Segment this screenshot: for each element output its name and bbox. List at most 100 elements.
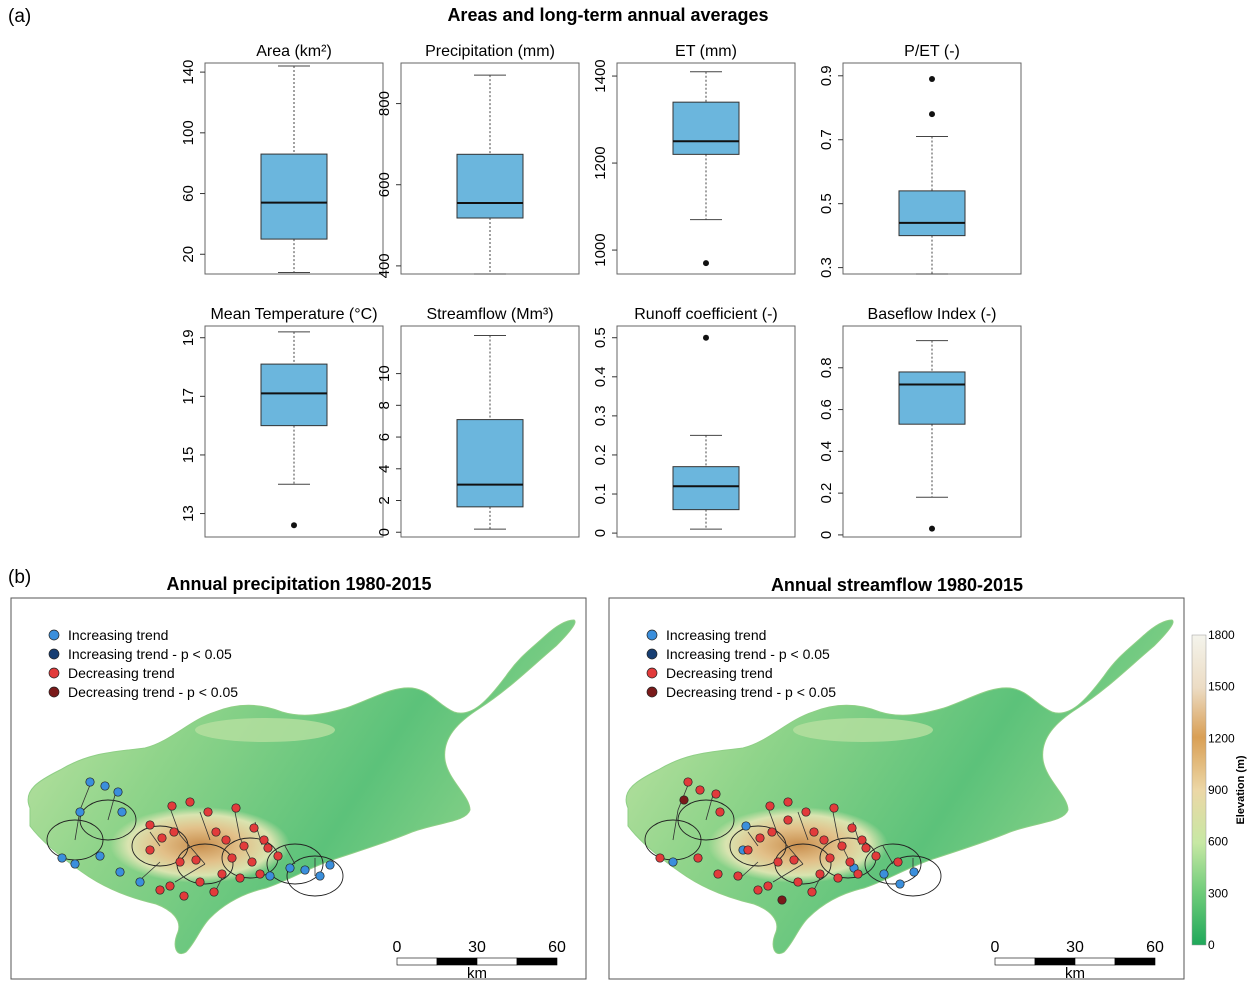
station-marker [191, 855, 201, 865]
map-content: Increasing trend Increasing trend - p < 0… [625, 619, 1174, 982]
station-marker [763, 881, 773, 891]
stream-line [747, 831, 759, 847]
station-marker [711, 789, 721, 799]
colorbar-tick-label: 0 [1208, 938, 1215, 952]
y-tick-label: 140 [180, 60, 197, 85]
stream-line [169, 807, 206, 865]
legend-label: Decreasing trend - p < 0.05 [666, 684, 836, 700]
stream-line [882, 845, 894, 865]
watershed-boundary [79, 799, 137, 841]
station-marker [70, 859, 80, 869]
station-marker [135, 877, 145, 887]
station-marker [895, 879, 905, 889]
legend-label: Increasing trend [68, 627, 168, 643]
station-marker [315, 871, 325, 881]
station-marker [247, 857, 257, 867]
watershed-boundary [864, 843, 922, 885]
station-marker [793, 877, 803, 887]
map-streamflow: Annual streamflow 1980-2015 Increasing t… [608, 575, 1185, 982]
y-tick-label: 0.6 [818, 399, 835, 420]
scale-tick-label: 30 [1066, 939, 1084, 956]
stream-line [772, 863, 804, 883]
scale-segment [516, 957, 558, 966]
y-tick-label: 0.4 [592, 366, 609, 387]
y-tick-label: 4 [376, 465, 393, 473]
scale-tick-label: 60 [1146, 939, 1164, 956]
colorbar-ramp [1191, 634, 1207, 946]
stream-line [234, 811, 251, 859]
map-precipitation: Annual precipitation 1980-2015 Increasin… [10, 574, 587, 982]
y-tick-label: 13 [180, 505, 197, 522]
station-marker [209, 887, 219, 897]
outlier-point [929, 525, 935, 532]
station-marker [221, 835, 231, 845]
boxplot: Mean Temperature (°C) 13 15 17 19 [180, 306, 384, 538]
station-marker [837, 841, 847, 851]
scale-segment [1074, 957, 1116, 966]
legend-marker [646, 648, 658, 660]
y-tick-label: 0.1 [592, 484, 609, 505]
station-marker [273, 851, 283, 861]
station-marker [259, 835, 269, 845]
y-tick-label: 0.2 [592, 445, 609, 466]
station-marker [815, 869, 825, 879]
boxplot: ET (mm) 1000 1200 1400 [592, 43, 796, 275]
kyrenia-range [793, 718, 933, 742]
scale-tick-label: 0 [393, 939, 402, 956]
iqr-box [456, 153, 524, 219]
station-marker [113, 787, 123, 797]
watershed-boundary [266, 843, 324, 885]
station-marker [145, 820, 155, 830]
plot-title: Baseflow Index (-) [868, 306, 997, 323]
legend-label: Increasing trend [666, 627, 766, 643]
scale-tick-label: 60 [548, 939, 566, 956]
station-marker [165, 881, 175, 891]
station-marker [765, 801, 775, 811]
colorbar-tick-label: 300 [1208, 886, 1228, 900]
station-marker [909, 867, 919, 877]
station-marker [95, 851, 105, 861]
scale-segment [436, 957, 478, 966]
kyrenia-range [195, 718, 335, 742]
y-tick-label: 0.3 [818, 257, 835, 278]
stream-line [107, 794, 116, 821]
colorbar-tick-label: 1500 [1208, 680, 1235, 694]
colorbar-tick-label: 1200 [1208, 731, 1235, 745]
map-title: Annual precipitation 1980-2015 [166, 574, 431, 594]
legend-marker [48, 667, 60, 679]
watershed-boundary [729, 825, 787, 867]
station-marker [285, 863, 295, 873]
scale-bar: 0 30 60 km [991, 939, 1164, 982]
plot-title: P/ET (-) [904, 43, 960, 60]
panel-b-label: (b) [8, 567, 31, 588]
station-marker [57, 853, 67, 863]
y-tick-label: 800 [376, 91, 393, 116]
station-marker [155, 885, 165, 895]
station-marker [753, 885, 763, 895]
y-tick-label: 10 [376, 365, 393, 382]
plot-title: Runoff coefficient (-) [634, 306, 777, 323]
boxplot: Baseflow Index (-) 0 0.2 0.4 0.6 0.8 [818, 306, 1022, 539]
scale-segment [396, 957, 438, 966]
station-marker [239, 841, 249, 851]
station-marker [185, 797, 195, 807]
colorbar-tick-label: 900 [1208, 783, 1228, 797]
y-tick-label: 60 [180, 185, 197, 202]
station-marker [733, 871, 743, 881]
y-tick-label: 0.5 [818, 193, 835, 214]
plot-title: Mean Temperature (°C) [210, 306, 377, 323]
station-marker [100, 781, 110, 791]
station-marker [809, 827, 819, 837]
legend-label: Decreasing trend [666, 665, 773, 681]
stream-line [149, 831, 161, 847]
iqr-box [898, 190, 966, 237]
iqr-box [260, 363, 328, 427]
y-tick-label: 400 [376, 253, 393, 278]
y-tick-label: 17 [180, 388, 197, 405]
station-marker [115, 867, 125, 877]
y-tick-label: 15 [180, 447, 197, 464]
station-marker [853, 869, 863, 879]
panel-a-title: Areas and long-term annual averages [447, 5, 768, 25]
